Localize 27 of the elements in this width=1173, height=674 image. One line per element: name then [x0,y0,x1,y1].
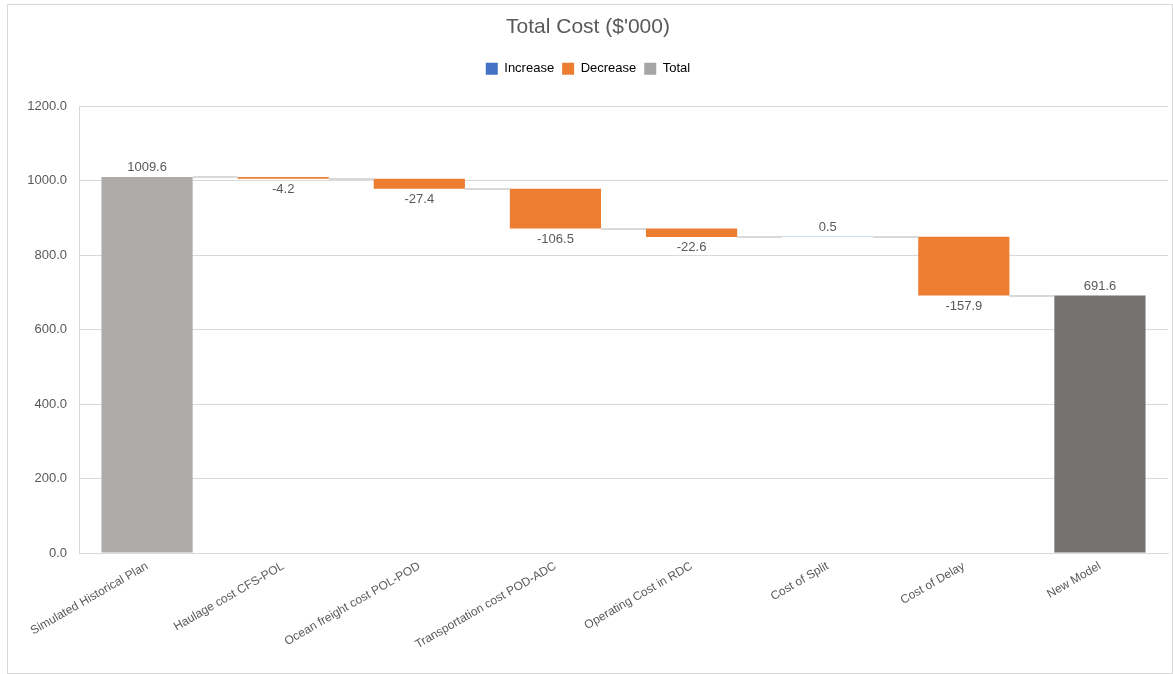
data-label: -106.5 [537,230,574,246]
legend-label: Increase [504,60,555,76]
data-label: -157.9 [945,297,983,313]
x-tick-label: Cost of Delay [897,558,967,607]
data-label: -27.4 [404,190,435,206]
y-tick-label: 200.0 [34,470,67,486]
bar [101,177,193,553]
y-tick-label: 600.0 [34,321,67,337]
data-label: -22.6 [676,239,707,255]
x-tick-label: Cost of Split [767,558,832,604]
legend-label: Decrease [580,60,637,76]
bar [509,188,602,229]
data-label: 0.5 [818,218,837,234]
bar [1054,295,1146,553]
data-label: -4.2 [271,180,295,196]
y-tick-label: 400.0 [34,395,67,411]
y-tick-label: 0.0 [48,544,67,560]
bar [373,178,465,189]
bar [918,236,1010,296]
y-tick-label: 1000.0 [27,172,67,188]
data-label: 691.6 [1083,277,1117,293]
data-label: 1009.6 [127,159,167,175]
bar [645,228,738,237]
chart-title: Total Cost ($'000) [506,14,670,38]
legend-label: Total [662,60,691,76]
y-tick-label: 800.0 [34,246,67,262]
y-tick-label: 1200.0 [27,97,67,113]
